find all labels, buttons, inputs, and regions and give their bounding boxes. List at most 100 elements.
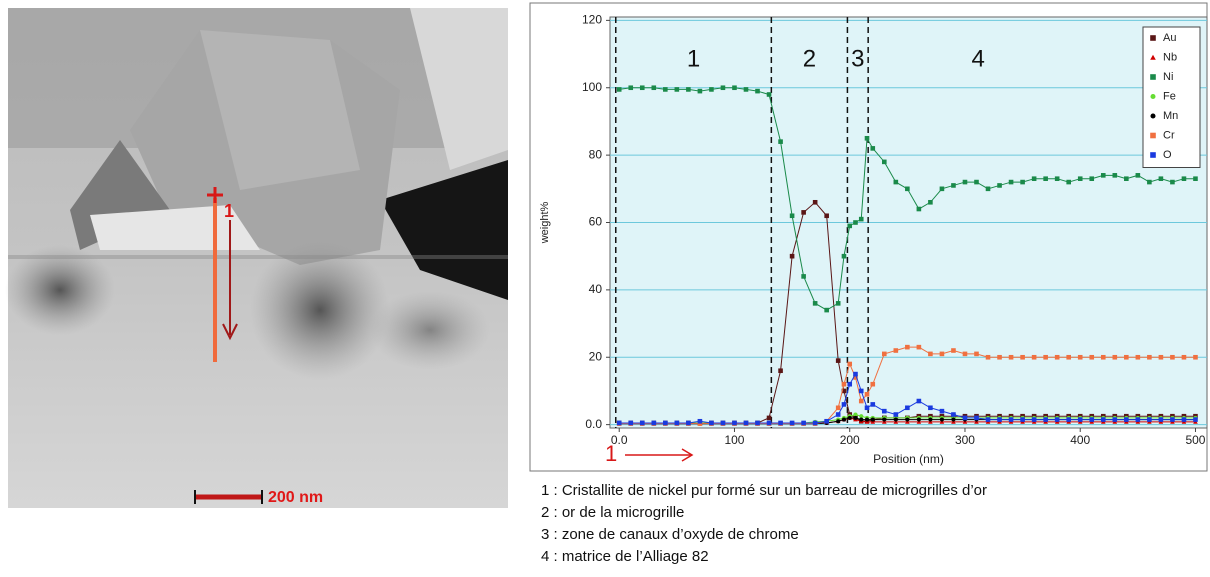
marker bbox=[1193, 354, 1198, 360]
marker bbox=[1100, 354, 1106, 360]
marker bbox=[686, 420, 691, 426]
marker bbox=[985, 186, 991, 192]
legend-label: O bbox=[1163, 149, 1172, 161]
y-axis-label: weight% bbox=[539, 201, 551, 244]
marker bbox=[1158, 354, 1164, 360]
marker bbox=[847, 415, 852, 420]
legend-marker bbox=[1150, 152, 1156, 158]
marker bbox=[905, 405, 910, 411]
marker bbox=[916, 419, 922, 424]
marker bbox=[939, 408, 945, 414]
marker bbox=[962, 351, 968, 357]
x-axis-label: Position (nm) bbox=[873, 452, 944, 466]
y-tick-label: 60 bbox=[589, 215, 603, 229]
marker bbox=[939, 186, 945, 192]
marker bbox=[1100, 417, 1106, 422]
marker bbox=[824, 213, 829, 219]
marker bbox=[859, 414, 864, 419]
marker bbox=[801, 274, 806, 279]
marker bbox=[974, 351, 979, 357]
marker bbox=[853, 375, 858, 380]
marker bbox=[962, 179, 968, 185]
marker bbox=[766, 92, 772, 97]
marker bbox=[985, 354, 991, 360]
marker bbox=[801, 420, 806, 426]
marker bbox=[1170, 354, 1175, 360]
marker bbox=[1020, 179, 1025, 185]
marker bbox=[1181, 176, 1187, 182]
marker bbox=[853, 371, 858, 377]
legend-marker bbox=[1150, 132, 1156, 139]
marker bbox=[732, 85, 737, 91]
marker bbox=[951, 348, 956, 353]
marker bbox=[789, 420, 795, 426]
marker bbox=[789, 213, 795, 219]
marker bbox=[997, 183, 1002, 188]
marker bbox=[859, 417, 864, 422]
marker bbox=[778, 420, 783, 426]
marker bbox=[864, 135, 870, 141]
marker bbox=[951, 419, 956, 424]
marker bbox=[841, 388, 847, 394]
marker bbox=[1031, 417, 1037, 422]
marker bbox=[905, 417, 910, 422]
marker bbox=[974, 179, 979, 185]
marker bbox=[916, 417, 921, 422]
marker bbox=[853, 220, 858, 225]
marker bbox=[628, 420, 634, 426]
marker bbox=[858, 388, 864, 394]
marker bbox=[755, 88, 760, 94]
marker bbox=[1043, 176, 1048, 182]
marker bbox=[870, 402, 876, 407]
marker bbox=[997, 417, 1002, 422]
marker bbox=[709, 420, 714, 426]
marker bbox=[766, 415, 772, 421]
marker bbox=[1054, 354, 1060, 360]
marker bbox=[1031, 176, 1037, 182]
marker bbox=[651, 85, 657, 91]
x-tick-label: 300 bbox=[955, 433, 975, 447]
marker bbox=[858, 398, 864, 404]
marker bbox=[835, 301, 841, 306]
marker bbox=[847, 361, 853, 367]
marker bbox=[835, 412, 841, 417]
marker bbox=[674, 87, 680, 92]
y-tick-label: 80 bbox=[589, 147, 603, 161]
marker bbox=[841, 417, 847, 422]
marker bbox=[1181, 354, 1187, 360]
marker bbox=[841, 253, 847, 259]
marker bbox=[1124, 417, 1129, 422]
marker bbox=[1089, 354, 1095, 360]
marker bbox=[709, 87, 714, 92]
marker bbox=[916, 206, 922, 212]
marker bbox=[1170, 179, 1175, 185]
legend-label: Fe bbox=[1163, 90, 1176, 102]
marker bbox=[1170, 417, 1175, 422]
zone-label: 2 bbox=[803, 45, 816, 72]
marker bbox=[1147, 179, 1152, 185]
legend-marker bbox=[1150, 35, 1156, 41]
marker bbox=[1135, 354, 1141, 360]
marker bbox=[616, 420, 622, 426]
marker bbox=[893, 348, 899, 353]
marker bbox=[801, 210, 806, 215]
marker bbox=[720, 420, 726, 426]
marker bbox=[893, 419, 899, 424]
marker bbox=[881, 351, 887, 357]
marker bbox=[1043, 354, 1048, 360]
marker bbox=[1124, 176, 1129, 182]
marker bbox=[985, 417, 991, 422]
marker bbox=[928, 417, 933, 422]
marker bbox=[939, 351, 945, 357]
legend-label: Mn bbox=[1163, 110, 1178, 122]
marker bbox=[905, 419, 910, 424]
marker bbox=[720, 85, 726, 91]
marker bbox=[853, 412, 858, 417]
marker bbox=[651, 420, 657, 426]
legend-label: Cr bbox=[1163, 129, 1175, 141]
marker bbox=[1008, 417, 1014, 422]
marker bbox=[928, 351, 933, 357]
marker bbox=[1100, 173, 1106, 178]
marker bbox=[928, 199, 933, 205]
marker bbox=[858, 216, 864, 222]
